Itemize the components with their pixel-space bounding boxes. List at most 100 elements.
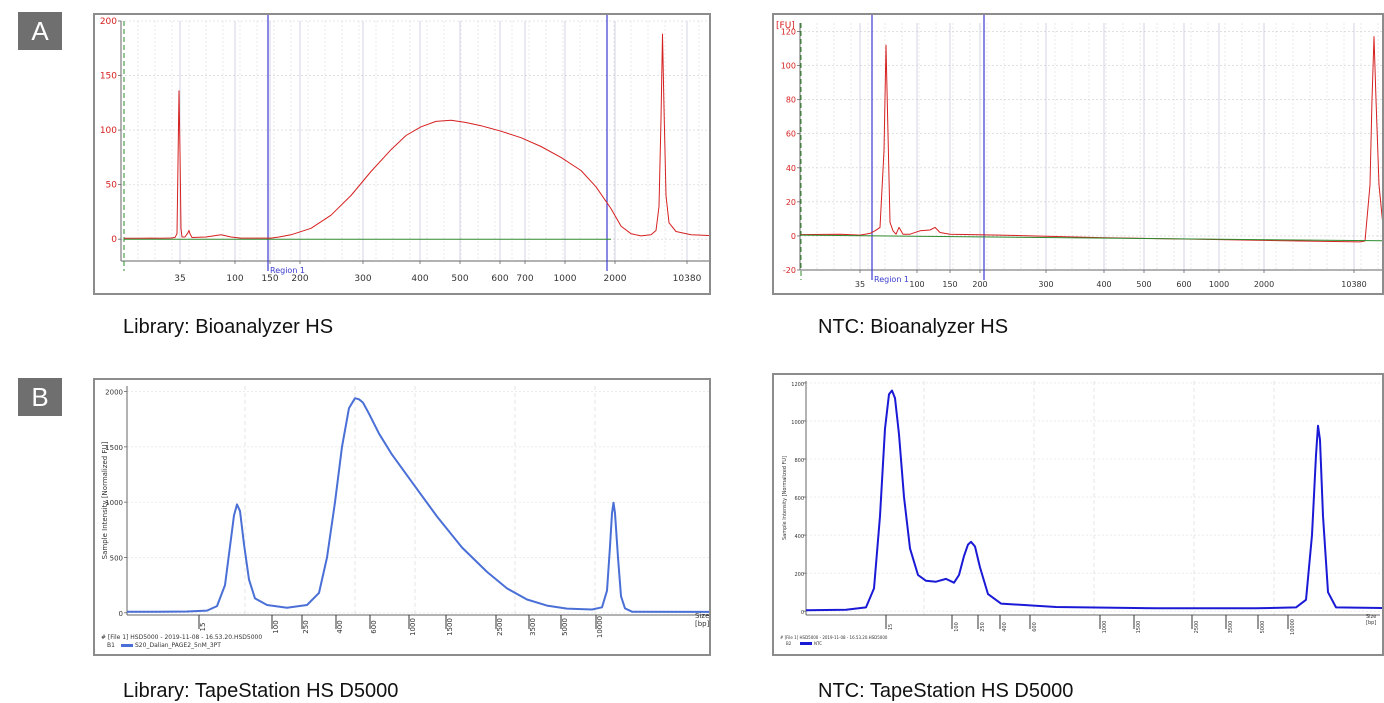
- library-bioanalyzer-chart: 0 50 100 150 200 35 100 150 200 300 400 500 600 700 10…: [93, 13, 711, 295]
- x-tick-label: 100: [272, 620, 280, 633]
- x-tick-label: 1000: [554, 274, 577, 284]
- panel-badge-b: B: [18, 378, 62, 416]
- x-tick-label: 600: [370, 620, 378, 633]
- x-tick-label: 3500: [529, 618, 537, 636]
- size-label: Size: [695, 612, 709, 620]
- panel-badge-a: A: [18, 12, 62, 50]
- y-tick-label: -20: [783, 266, 796, 275]
- footer-sample-name: NTC: [814, 641, 822, 646]
- x-tick-label: 10380: [673, 274, 702, 284]
- x-tick-label: 15: [199, 623, 207, 632]
- x-tick-label: 600: [1176, 280, 1191, 289]
- x-tick-label: 100: [954, 622, 960, 632]
- ntc-tapestation-chart: 0 200 400 600 800 1000 1200 Sample Intensity [N…: [772, 373, 1384, 656]
- grid-group: [799, 23, 1382, 271]
- x-tick-label: 2500: [1194, 621, 1200, 634]
- x-tick-label: 1000: [409, 618, 417, 636]
- x-tick-label: 2000: [1254, 280, 1274, 289]
- ntc-bioanalyzer-chart: -20 0 20 40 60 80 100 120 [FU] 35 100 150 200 300 400 5…: [772, 13, 1384, 295]
- x-tick-label: 2500: [496, 618, 504, 636]
- footer-well-label: B2: [786, 641, 792, 646]
- x-tick-label: 400: [336, 620, 344, 633]
- caption-library-bioanalyzer: Library: Bioanalyzer HS: [123, 316, 334, 338]
- x-tick-label: 5000: [1260, 621, 1266, 634]
- size-unit-label: [bp]: [695, 620, 709, 628]
- y-tick-label: 0: [791, 232, 796, 241]
- series-line-0: [805, 389, 1382, 612]
- x-tick-label: 35: [855, 280, 865, 289]
- caption-library-tapestation: Library: TapeStation HS D5000: [123, 680, 399, 702]
- x-tick-label: 300: [354, 274, 371, 284]
- x-tick-label: 300: [1038, 280, 1053, 289]
- ntc-bioanalyzer-plot: -20 0 20 40 60 80 100 120[FU] 35 100 150 200 300 400 5…: [776, 15, 1382, 289]
- footer-file-line: # [File 1] HSD5000 - 2019-11-08 - 16.53.…: [780, 635, 888, 640]
- x-tick-label: 500: [451, 274, 468, 284]
- x-tick-label: 400: [1096, 280, 1111, 289]
- y-tick-label: 0: [801, 610, 804, 616]
- y-tick-label: 400: [794, 534, 804, 540]
- x-tick-label: 250: [980, 622, 986, 632]
- y-tick-label: 80: [786, 96, 796, 105]
- footer-sample-name: S20_Dalian_PAGE2_5nM_3PT: [135, 642, 221, 649]
- x-tick-label: 400: [1002, 622, 1008, 632]
- series-line-1: [799, 234, 1382, 242]
- y-tick-label: 60: [786, 130, 796, 139]
- library-tapestation-chart: 0 500 1000 1500 2000 Sample Intensity [Normal…: [93, 378, 711, 656]
- y-tick-label: 1200: [791, 382, 804, 388]
- x-tick-label: 600: [491, 274, 508, 284]
- size-unit-label: [bp]: [1366, 620, 1376, 626]
- x-tick-label: 100: [226, 274, 243, 284]
- x-tick-label: 700: [516, 274, 533, 284]
- size-label: Size: [1366, 614, 1376, 620]
- x-tick-label: 200: [291, 274, 308, 284]
- grid-group: [120, 20, 709, 261]
- series-line-0: [127, 397, 709, 613]
- x-tick-label: 1000: [1102, 621, 1108, 634]
- x-tick-label: 600: [1032, 622, 1038, 632]
- x-tick-label: 200: [972, 280, 987, 289]
- region-label: Region 1: [270, 266, 305, 275]
- x-tick-label: 10000: [596, 616, 604, 638]
- library-bioanalyzer-plot: 0 50 100 150 200 35 100 150 200 300 400 500 600 700 10…: [100, 15, 709, 284]
- y-tick-label: 2000: [105, 389, 123, 397]
- y-tick-label: 800: [794, 458, 804, 464]
- caption-ntc-tapestation: NTC: TapeStation HS D5000: [818, 680, 1074, 702]
- x-tick-label: 1000: [1209, 280, 1229, 289]
- y-tick-label: 20: [786, 198, 796, 207]
- y-tick-label: 1500: [105, 444, 123, 452]
- x-tick-label: 5000: [561, 618, 569, 636]
- x-tick-label: 35: [174, 274, 185, 284]
- x-tick-label: 1500: [446, 618, 454, 636]
- y-tick-label: 50: [106, 181, 118, 191]
- y-axis-label: Sample Intensity [Normalized FU]: [782, 456, 788, 540]
- y-tick-label: 120: [781, 28, 796, 37]
- x-tick-label: 10000: [1290, 619, 1296, 635]
- y-tick-label: 40: [786, 164, 796, 173]
- series-line-0: [799, 36, 1382, 243]
- x-tick-label: 250: [302, 620, 310, 633]
- x-tick-label: 2000: [604, 274, 627, 284]
- x-tick-label: 15: [888, 624, 894, 630]
- y-tick-label: 100: [100, 126, 117, 136]
- footer-legend-swatch: [121, 644, 133, 647]
- y-tick-label: 100: [781, 62, 796, 71]
- caption-ntc-bioanalyzer: NTC: Bioanalyzer HS: [818, 316, 1009, 338]
- grid-group: [806, 381, 1380, 615]
- series-line-0: [124, 33, 709, 239]
- y-tick-label: 200: [100, 17, 117, 27]
- x-tick-label: 400: [411, 274, 428, 284]
- y-tick-label: 0: [111, 235, 117, 245]
- y-unit-label: [FU]: [776, 21, 795, 31]
- footer-file-line: # [File 1] HSD5000 - 2019-11-08 - 16.53.…: [101, 634, 262, 641]
- x-tick-label: 100: [909, 280, 924, 289]
- x-tick-label: 500: [1136, 280, 1151, 289]
- y-tick-label: 0: [119, 610, 123, 618]
- footer-well-label: B1: [107, 642, 115, 649]
- y-tick-label: 200: [794, 572, 804, 578]
- x-tick-label: 150: [261, 274, 278, 284]
- library-tapestation-plot: 0 500 1000 1500 2000 Sample Intensity [Normal…: [101, 386, 709, 649]
- x-tick-label: 3500: [1228, 621, 1234, 634]
- x-tick-label: 10380: [1341, 280, 1366, 289]
- grid-group: [127, 386, 709, 615]
- y-tick-label: 1000: [791, 420, 804, 426]
